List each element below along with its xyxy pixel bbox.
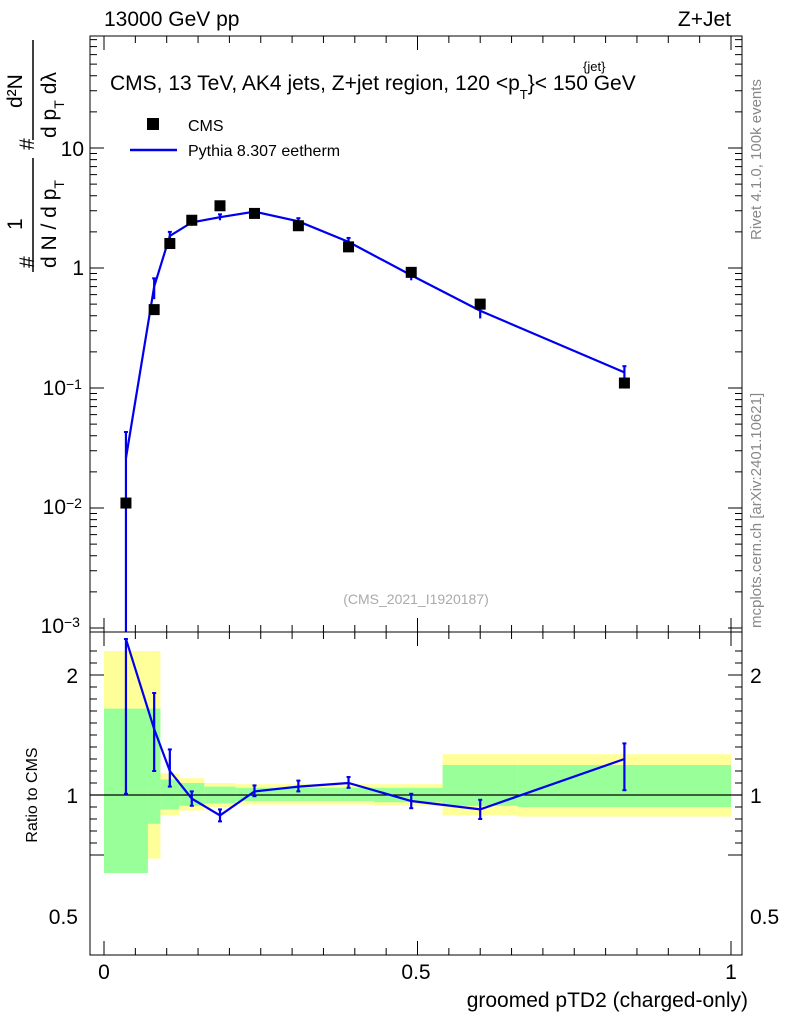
ylabel-denominator: d N / d pT [38,180,67,268]
x-axis-label: groomed pTD2 (charged-only) [467,989,748,1012]
main-ticks [90,36,742,632]
energy-label: 13000 GeV pp [104,8,239,31]
ytick-exp-0p001: −3 [64,614,80,630]
mcplots-label: mcplots.cern.ch [arXiv:2401.10621] [748,393,765,628]
ratio-ylabel: Ratio to CMS [24,747,41,842]
cms-data-point [618,377,630,389]
cms-data-point [405,266,417,278]
ratio-ytick-1-right: 1 [750,785,762,808]
ratio-ytick-2-right: 2 [750,665,762,688]
main-title-superscript: {jet} [583,59,606,74]
ylabel-numerator: 1 [4,218,27,230]
cms-data-point [148,304,160,316]
main-ytick-labels: 10 1 10 −1 10 −2 10 −3 [41,138,84,638]
ratio-ytick-2-left: 2 [66,665,78,688]
ylabel2-denominator: d pTdλ [38,72,67,138]
ratio-uncertainty-bands [104,651,731,873]
legend-cms-marker [147,118,159,130]
legend: CMS Pythia 8.307 eetherm [130,118,340,160]
ratio-ytick-0p5-right: 0.5 [750,906,779,929]
ytick-exp-0p1: −1 [66,376,82,392]
ratio-ytick-0p5-left: 0.5 [49,906,78,929]
main-cms-series [120,200,630,509]
cms-data-point [474,298,486,310]
ytick-label-1: 1 [72,257,84,280]
cms-data-point [164,238,176,250]
main-pythia-series [123,208,627,632]
cms-data-point [186,214,198,226]
rivet-version-label: Rivet 4.1.0, 100k events [748,79,765,240]
ylabel2-numerator: d²N [4,74,27,108]
cms-data-point [248,207,260,219]
ratio-pythia-series [123,638,627,823]
ytick-label-0p001: 10 [41,615,64,638]
cms-data-point [120,497,132,509]
xtick-0p5: 0.5 [401,961,430,984]
legend-cms-label: CMS [188,118,224,135]
legend-pythia-label: Pythia 8.307 eetherm [188,143,340,160]
ytick-label-0p1: 10 [43,377,66,400]
xtick-1: 1 [725,961,737,984]
cms-data-point [214,200,226,212]
pythia-line [124,210,625,459]
ratio-frame [89,631,743,956]
ratio-ticks [90,632,742,955]
analysis-id: (CMS_2021_I1920187) [343,591,489,607]
cms-data-point [292,220,304,232]
process-label: Z+Jet [678,8,731,31]
xtick-0: 0 [98,961,110,984]
cms-data-point [343,241,355,253]
ytick-label-0p01: 10 [43,496,66,519]
main-ylabel: # 1 d N / d pT # d²N d pTdλ [4,40,67,272]
ylabel-hash: # [16,256,39,268]
ylabel2-hash: # [16,138,39,150]
main-title: CMS, 13 TeV, AK4 jets, Z+jet region, 120… [110,72,636,102]
ytick-label-10: 10 [61,138,84,161]
ytick-exp-0p01: −2 [66,495,82,511]
ratio-ytick-1-left: 1 [66,785,78,808]
